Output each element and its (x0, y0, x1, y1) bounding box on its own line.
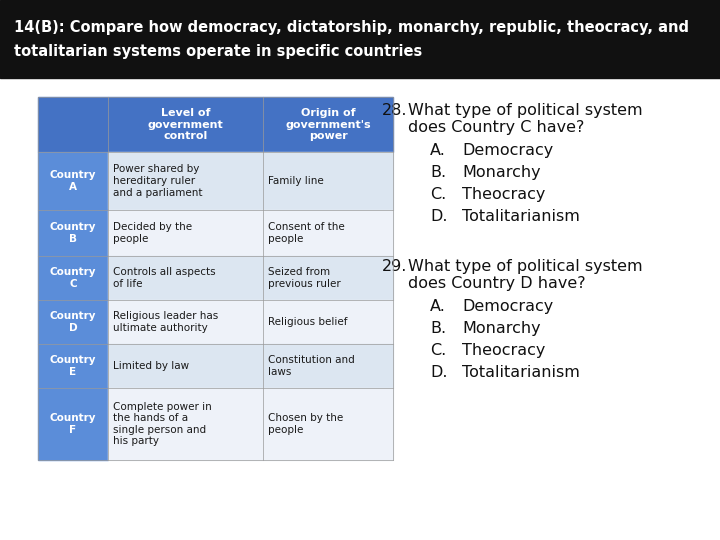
Bar (108, 300, 263, 344)
Text: Constitution and
laws: Constitution and laws (268, 355, 355, 377)
Text: Decided by the
people: Decided by the people (113, 222, 192, 244)
Text: 28.: 28. (382, 103, 408, 118)
Bar (38, 388, 108, 460)
Bar (38, 344, 108, 388)
Bar (38, 210, 108, 256)
Text: Chosen by the
people: Chosen by the people (268, 413, 343, 435)
Text: Country
A: Country A (50, 170, 96, 192)
Text: Level of
government
control: Level of government control (148, 108, 223, 141)
Bar (263, 256, 393, 300)
Text: D.: D. (430, 209, 448, 224)
Bar (263, 210, 393, 256)
Text: totalitarian systems operate in specific countries: totalitarian systems operate in specific… (14, 44, 422, 59)
Text: Family line: Family line (268, 176, 324, 186)
Text: does Country C have?: does Country C have? (408, 120, 585, 135)
Bar (108, 344, 263, 388)
Text: Monarchy: Monarchy (462, 165, 541, 180)
Bar (108, 388, 263, 460)
Bar (38, 97, 108, 152)
Bar (263, 97, 393, 152)
Text: Complete power in
the hands of a
single person and
his party: Complete power in the hands of a single … (113, 402, 212, 447)
Text: Country
C: Country C (50, 267, 96, 289)
Text: Consent of the
people: Consent of the people (268, 222, 345, 244)
Text: A.: A. (430, 299, 446, 314)
Text: 14(B): Compare how democracy, dictatorship, monarchy, republic, theocracy, and: 14(B): Compare how democracy, dictatorsh… (14, 20, 689, 35)
Bar (38, 256, 108, 300)
Text: Theocracy: Theocracy (462, 343, 545, 358)
Text: 29.: 29. (382, 259, 408, 274)
Bar (263, 388, 393, 460)
Text: Monarchy: Monarchy (462, 321, 541, 336)
Text: does Country D have?: does Country D have? (408, 276, 585, 291)
Text: Democracy: Democracy (462, 299, 553, 314)
Text: Country
D: Country D (50, 311, 96, 333)
Text: What type of political system: What type of political system (408, 259, 643, 274)
Text: Controls all aspects
of life: Controls all aspects of life (113, 267, 215, 289)
Bar (108, 152, 263, 210)
Text: Democracy: Democracy (462, 143, 553, 158)
Text: Country
F: Country F (50, 413, 96, 435)
Text: Limited by law: Limited by law (113, 361, 189, 371)
Text: Religious leader has
ultimate authority: Religious leader has ultimate authority (113, 311, 218, 333)
Bar (263, 300, 393, 344)
Text: Totalitarianism: Totalitarianism (462, 209, 580, 224)
Bar (263, 344, 393, 388)
Bar (263, 152, 393, 210)
Bar (38, 152, 108, 210)
Text: Religious belief: Religious belief (268, 317, 348, 327)
Text: Power shared by
hereditary ruler
and a parliament: Power shared by hereditary ruler and a p… (113, 164, 202, 198)
Bar (38, 300, 108, 344)
Text: D.: D. (430, 365, 448, 380)
Text: C.: C. (430, 187, 446, 202)
Text: C.: C. (430, 343, 446, 358)
Text: B.: B. (430, 165, 446, 180)
Text: Origin of
government's
power: Origin of government's power (285, 108, 371, 141)
Text: Seized from
previous ruler: Seized from previous ruler (268, 267, 341, 289)
Bar (0, 0, 720, 78)
Bar (108, 97, 263, 152)
Text: Country
E: Country E (50, 355, 96, 377)
Text: Totalitarianism: Totalitarianism (462, 365, 580, 380)
Bar (108, 256, 263, 300)
Text: Country
B: Country B (50, 222, 96, 244)
Text: Theocracy: Theocracy (462, 187, 545, 202)
Text: What type of political system: What type of political system (408, 103, 643, 118)
Bar (108, 210, 263, 256)
Text: B.: B. (430, 321, 446, 336)
Text: A.: A. (430, 143, 446, 158)
